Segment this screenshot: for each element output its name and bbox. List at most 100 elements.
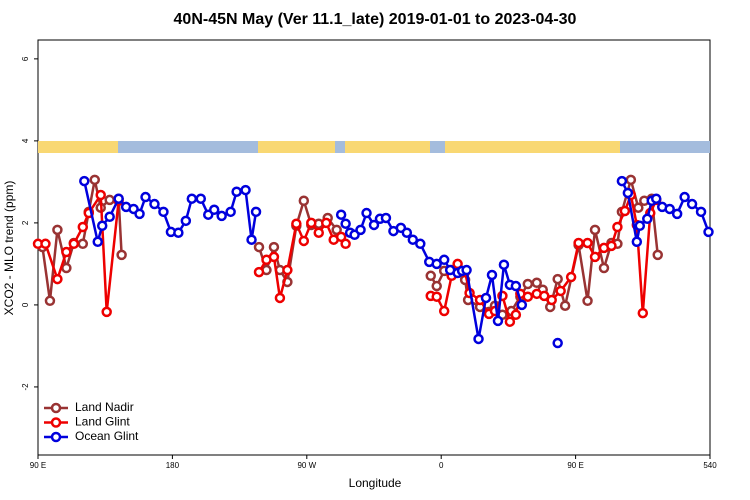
data-point [695,206,707,218]
series-line [83,180,710,341]
data-point [186,193,198,204]
data-point [274,292,286,304]
data-point [282,264,293,276]
data-point [582,237,593,249]
data-point [195,193,207,204]
data-point [40,238,51,250]
data-point [510,280,522,292]
data-point [95,189,106,201]
data-point [559,300,571,311]
data-point [298,195,310,207]
data-point [335,231,347,243]
data-point [368,219,380,231]
data-point [340,238,351,250]
series-line [41,178,659,317]
data-point [598,262,610,274]
land-strip [345,141,430,153]
x-tick-label: 90 E [567,461,583,470]
data-point [44,295,56,307]
data-point [642,213,653,225]
x-axis-label: Longitude [349,476,402,490]
data-point [231,186,242,197]
y-axis-label: XCO2 - MLO trend (ppm) [2,181,16,316]
data-point [225,206,236,218]
data-point [461,264,472,276]
data-point [104,211,115,222]
x-tick-label: 0 [439,461,444,470]
y-tick-label: 4 [21,138,30,143]
data-point [546,294,557,306]
legend-label: Ocean Glint [75,429,139,443]
data-point [438,254,450,266]
data-point [438,305,450,317]
data-point [622,187,634,199]
data-point [246,234,257,245]
data-point [340,218,351,229]
data-point [498,259,510,270]
data-point [652,249,663,261]
data-point [320,217,332,229]
data-point [522,291,534,302]
data-point [61,262,72,274]
data-point [664,203,675,215]
legend-label: Land Nadir [75,400,134,414]
data-point [77,221,89,233]
data-point [253,241,265,253]
data-point [52,273,63,285]
data-point [486,269,498,281]
y-tick-label: 6 [21,56,30,61]
data-point [510,309,522,321]
data-point [473,333,484,345]
data-point [116,249,127,261]
data-point [516,299,528,311]
data-point [589,224,601,236]
data-point [79,175,90,187]
data-point [431,280,442,292]
data-point [77,238,89,250]
data-point [313,227,324,238]
data-point [425,270,436,282]
data-point [158,206,169,218]
y-tick-label: 0 [21,302,30,307]
data-point [480,292,492,304]
legend-marker [50,417,62,428]
data-point [650,193,662,204]
data-point [140,191,151,203]
legend-label: Land Glint [75,415,130,429]
data-point [612,221,623,233]
legend-marker [50,402,62,414]
data-point [686,198,698,210]
data-point [208,204,220,216]
data-point [703,226,714,238]
data-point [180,215,192,227]
data-point [415,238,426,250]
data-point [61,246,72,258]
data-point [306,217,317,229]
data-point [407,234,419,245]
data-point [634,220,646,232]
data-point [253,266,265,278]
data-point [552,273,563,285]
data-point [89,174,100,186]
legend-marker [50,431,62,443]
data-point [104,194,115,206]
x-tick-label: 90 W [297,461,316,470]
data-point [552,337,563,349]
data-point [134,208,145,220]
data-point [250,206,262,218]
land-strip [258,141,335,153]
data-point [291,218,302,229]
data-point [298,235,310,247]
data-point [355,224,366,236]
data-point [679,191,690,203]
data-point [149,198,160,210]
data-point [531,277,543,289]
data-point [619,205,631,217]
surface-strip [38,141,710,153]
data-point [637,307,649,319]
data-point [96,220,108,232]
land-strip [38,141,118,153]
data-point [616,175,628,187]
